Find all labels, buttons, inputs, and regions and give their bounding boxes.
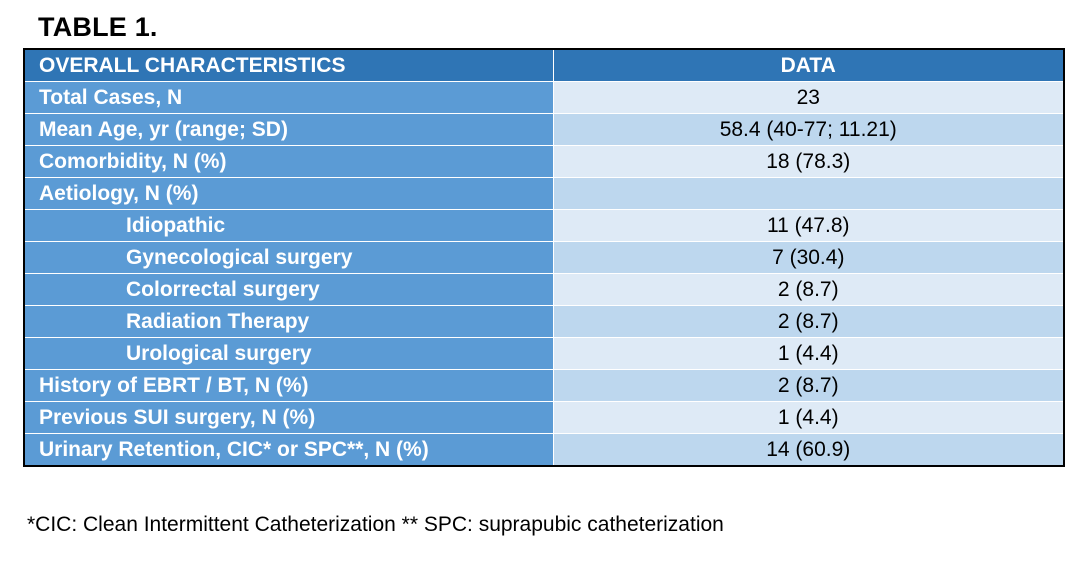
table-row: Mean Age, yr (range; SD) 58.4 (40-77; 11… xyxy=(24,113,1064,146)
row-label: Urological surgery xyxy=(24,337,553,370)
table-title: TABLE 1. xyxy=(38,12,158,42)
row-label: Gynecological surgery xyxy=(24,241,553,274)
row-label: Colorrectal surgery xyxy=(24,273,553,306)
row-value: 58.4 (40-77; 11.21) xyxy=(552,113,1064,146)
table-row: Total Cases, N 23 xyxy=(24,81,1064,114)
row-label: Comorbidity, N (%) xyxy=(24,145,553,178)
table-row: Aetiology, N (%) xyxy=(24,177,1064,210)
row-label: History of EBRT / BT, N (%) xyxy=(24,369,553,402)
row-value: 2 (8.7) xyxy=(552,305,1064,338)
table-row: Previous SUI surgery, N (%) 1 (4.4) xyxy=(24,401,1064,434)
row-value xyxy=(552,177,1064,210)
row-value: 1 (4.4) xyxy=(552,401,1064,434)
row-label: Previous SUI surgery, N (%) xyxy=(24,401,553,434)
table-row: Idiopathic 11 (47.8) xyxy=(24,209,1064,242)
table-row: Radiation Therapy 2 (8.7) xyxy=(24,305,1064,338)
footnote: *CIC: Clean Intermittent Catheterization… xyxy=(27,513,724,536)
row-value: 14 (60.9) xyxy=(552,433,1064,467)
table-row: Urological surgery 1 (4.4) xyxy=(24,337,1064,370)
characteristics-table: OVERALL CHARACTERISTICS DATA Total Cases… xyxy=(23,48,1065,467)
row-label: Urinary Retention, CIC* or SPC**, N (%) xyxy=(24,433,553,467)
row-value: 7 (30.4) xyxy=(552,241,1064,274)
row-value: 18 (78.3) xyxy=(552,145,1064,178)
table-row: Gynecological surgery 7 (30.4) xyxy=(24,241,1064,274)
row-value: 23 xyxy=(552,81,1064,114)
header-data: DATA xyxy=(552,49,1064,82)
row-value: 1 (4.4) xyxy=(552,337,1064,370)
row-label: Radiation Therapy xyxy=(24,305,553,338)
row-label: Mean Age, yr (range; SD) xyxy=(24,113,553,146)
row-label: Idiopathic xyxy=(24,209,553,242)
row-value: 2 (8.7) xyxy=(552,273,1064,306)
header-characteristics: OVERALL CHARACTERISTICS xyxy=(24,49,553,82)
table-row: Colorrectal surgery 2 (8.7) xyxy=(24,273,1064,306)
row-label: Total Cases, N xyxy=(24,81,553,114)
table-row: Comorbidity, N (%) 18 (78.3) xyxy=(24,145,1064,178)
table-row: History of EBRT / BT, N (%) 2 (8.7) xyxy=(24,369,1064,402)
table-header-row: OVERALL CHARACTERISTICS DATA xyxy=(24,49,1064,82)
row-label: Aetiology, N (%) xyxy=(24,177,553,210)
row-value: 2 (8.7) xyxy=(552,369,1064,402)
table-row: Urinary Retention, CIC* or SPC**, N (%) … xyxy=(24,433,1064,467)
row-value: 11 (47.8) xyxy=(552,209,1064,242)
